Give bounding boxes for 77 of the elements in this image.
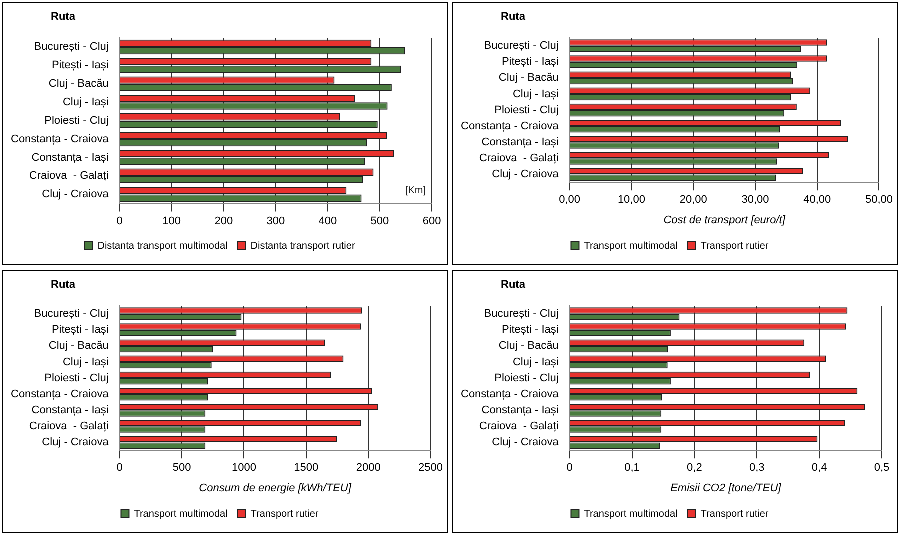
y-tick-label: București - Cluj <box>34 41 109 54</box>
legend-label: Transport rutier <box>250 508 320 520</box>
y-tick-label: Pitești - Iași <box>52 60 109 72</box>
y-tick-label: Craiova - Galați <box>29 420 109 432</box>
legend-label: Transport multimodal <box>584 508 678 520</box>
y-axis-title: Ruta <box>51 278 76 290</box>
y-tick-label: Constanța - Craiova <box>10 388 110 400</box>
y-tick-label: București - Cluj <box>484 308 559 320</box>
y-axis-title: Ruta <box>501 278 526 290</box>
y-tick-label: Constanța - Iași <box>482 136 559 148</box>
x-tick-label: 0 <box>566 462 573 474</box>
y-tick-label: Cluj - Craiova <box>492 168 560 181</box>
x-tick-label: 400 <box>318 215 338 228</box>
y-axis-title: Ruta <box>51 11 76 23</box>
x-tick-label: 0,1 <box>624 462 640 474</box>
x-tick-label: 2000 <box>356 462 381 474</box>
x-tick-label: 40,00 <box>804 194 832 206</box>
x-axis-title: Cost de transport [euro/t] <box>664 214 786 226</box>
y-tick-label: Craiova - Galați <box>29 170 109 182</box>
y-tick-label: Pitești - Iași <box>502 324 559 336</box>
y-tick-label: Cluj - Iași <box>512 356 559 368</box>
y-tick-label: Ploiesti - Cluj <box>494 104 559 116</box>
y-tick-label: Craiova - Galați <box>479 152 559 165</box>
x-tick-label: 10,00 <box>618 194 646 206</box>
legend-label: Transport multimodal <box>584 240 678 252</box>
y-tick-label: Constanța - Craiova <box>10 133 110 146</box>
y-tick-label: Constanța - Craiova <box>460 388 560 400</box>
y-tick-label: Ploiesti - Cluj <box>44 114 109 127</box>
legend-label: Distanta transport rutier <box>250 240 356 252</box>
x-tick-label: 1500 <box>294 462 319 474</box>
x-tick-label: 30,00 <box>742 194 770 206</box>
x-tick-label: 0,00 <box>559 194 581 206</box>
y-tick-label: Cluj - Bacău <box>48 340 109 352</box>
y-tick-label: Cluj - Iași <box>62 356 109 368</box>
legend-label: Transport rutier <box>700 240 770 252</box>
y-tick-label: București - Cluj <box>34 308 109 320</box>
x-tick-label: 300 <box>266 215 286 228</box>
x-tick-label: 200 <box>214 215 234 228</box>
y-axis-title: Ruta <box>501 11 526 23</box>
y-tick-label: București - Cluj <box>484 40 559 52</box>
x-tick-label: 20,00 <box>680 194 708 206</box>
y-tick-label: Constanța - Iași <box>32 404 109 416</box>
y-tick-label: Ploiesti - Cluj <box>44 372 109 384</box>
y-tick-label: Cluj - Iași <box>62 96 109 109</box>
y-tick-label: Constanța - Iași <box>482 404 559 416</box>
x-tick-label: 600 <box>422 215 442 228</box>
x-axis-title: Emisii CO2 [tone/TEU] <box>670 482 782 494</box>
x-tick-label: 2500 <box>418 462 444 474</box>
x-tick-label: 0 <box>116 462 123 474</box>
legend-label: Transport rutier <box>700 508 770 520</box>
x-tick-label: 500 <box>172 462 192 474</box>
y-tick-label: Constanța - Iași <box>32 152 109 164</box>
x-axis-title: Consum de energie [kWh/TEU] <box>199 482 352 494</box>
annotation: [Km] <box>405 186 426 197</box>
legend-label: Transport multimodal <box>134 508 228 520</box>
legend-label: Distanta transport multimodal <box>98 240 228 252</box>
y-tick-label: Ploiesti - Cluj <box>494 372 559 384</box>
x-tick-label: 0,5 <box>874 462 890 474</box>
x-tick-label: 0,4 <box>812 462 828 474</box>
y-tick-label: Constanța - Craiova <box>460 120 560 132</box>
y-tick-label: Cluj - Craiova <box>492 436 560 448</box>
x-tick-label: 0,2 <box>687 462 702 474</box>
x-tick-label: 1000 <box>232 462 256 474</box>
y-tick-label: Cluj - Bacău <box>498 72 559 84</box>
y-tick-label: Cluj - Iași <box>512 88 559 100</box>
y-tick-label: Craiova - Galați <box>479 420 559 432</box>
x-tick-label: 500 <box>370 215 390 228</box>
x-tick-label: 0,3 <box>749 462 765 474</box>
y-tick-label: Cluj - Bacău <box>48 78 109 90</box>
y-tick-label: Pitești - Iași <box>502 56 559 68</box>
x-tick-label: 0 <box>116 215 123 228</box>
y-tick-label: Cluj - Craiova <box>42 436 110 448</box>
x-tick-label: 100 <box>162 215 182 228</box>
y-tick-label: Cluj - Bacău <box>498 340 559 352</box>
y-tick-label: Cluj - Craiova <box>42 188 110 201</box>
x-tick-label: 50,00 <box>865 194 893 206</box>
y-tick-label: Pitești - Iași <box>52 324 109 336</box>
